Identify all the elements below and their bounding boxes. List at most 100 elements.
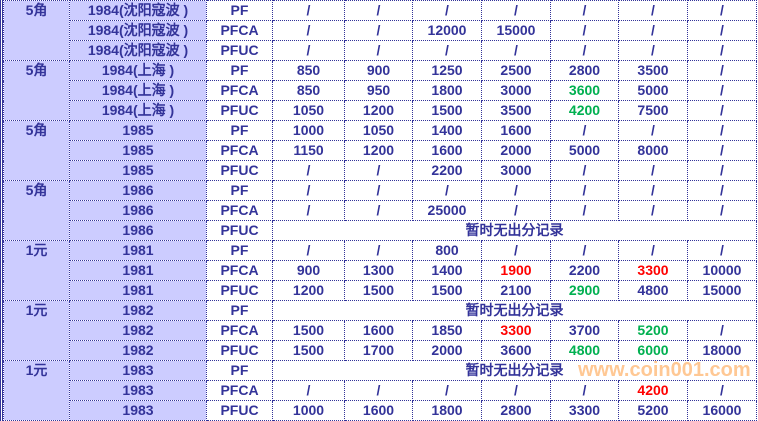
price-cell: 6000 (618, 340, 688, 361)
price-cell: / (272, 160, 345, 181)
grade-type-cell: PFUC (206, 40, 273, 61)
grade-type-cell: PFUC (206, 280, 273, 301)
year-cell: 1985 (69, 160, 207, 181)
price-cell: / (272, 40, 345, 61)
grade-type-cell: PF (206, 60, 273, 81)
price-cell: / (687, 40, 757, 61)
grade-type-cell: PF (206, 180, 273, 201)
price-cell: 4800 (550, 340, 619, 361)
no-record-note: 暂时无出分记录 (272, 220, 757, 241)
price-cell: 3000 (481, 160, 551, 181)
price-cell: 1000 (272, 120, 345, 141)
grade-type-cell: PFCA (206, 80, 273, 101)
price-cell: 1800 (412, 80, 482, 101)
price-cell: 8000 (618, 140, 688, 161)
price-cell: / (481, 180, 551, 201)
price-cell: 850 (272, 80, 345, 101)
year-cell: 1985 (69, 140, 207, 161)
price-cell: / (687, 380, 757, 401)
price-cell: / (687, 60, 757, 81)
price-cell: / (550, 20, 619, 41)
price-cell: 2200 (550, 260, 619, 281)
price-cell: 2000 (481, 140, 551, 161)
grade-type-cell: PFCA (206, 20, 273, 41)
price-cell: 1600 (412, 140, 482, 161)
grade-type-cell: PF (206, 0, 273, 21)
price-cell: / (550, 160, 619, 181)
price-cell: / (550, 180, 619, 201)
table-row: 1984(上海 ) PFUC 1050 1200 1500 3500 4200 7500/ (4, 100, 757, 121)
price-cell: 1600 (481, 120, 551, 141)
price-cell: / (550, 40, 619, 61)
price-cell: 1200 (344, 140, 413, 161)
price-cell: 1500 (412, 100, 482, 121)
price-cell: / (618, 180, 688, 201)
year-cell: 1986 (69, 200, 207, 221)
denomination-cell: 5角 (3, 180, 70, 241)
price-cell: 7500 (618, 100, 688, 121)
price-cell: / (550, 240, 619, 261)
year-cell: 1981 (69, 240, 207, 261)
grade-type-cell: PF (206, 240, 273, 261)
price-cell: / (618, 240, 688, 261)
denomination-cell: 1元 (3, 360, 70, 421)
table-row: 1元 1983 PF 暂时无出分记录 (3, 360, 757, 421)
table-row: 1981 PFCA 900 1300 1400 1900 2200 3300 10000 (4, 260, 757, 281)
table-row: 1983 PFCA / / / //4200/ (4, 380, 757, 401)
price-cell: 1050 (344, 120, 413, 141)
price-cell: / (550, 0, 619, 21)
price-cell: 1050 (272, 100, 345, 121)
grade-type-cell: PFUC (206, 160, 273, 181)
price-cell: 3300 (481, 320, 551, 341)
price-cell: / (481, 40, 551, 61)
price-cell: 2000 (412, 340, 482, 361)
price-cell: / (344, 160, 413, 181)
price-cell: 18000 (687, 340, 757, 361)
price-cell: 1500 (272, 340, 345, 361)
price-cell: 3000 (481, 80, 551, 101)
price-cell: 1500 (412, 280, 482, 301)
price-cell: / (618, 0, 688, 21)
grade-type-cell: PFCA (206, 320, 273, 341)
price-cell: / (550, 200, 619, 221)
grade-type-cell: PF (206, 300, 273, 321)
coin-price-table: 5角 1984(沈阳寇波 ) PF / / / / / //1984(沈阳寇波 ) PFCA //1… (3, 0, 757, 421)
grade-type-cell: PFUC (206, 340, 273, 361)
price-cell: 1500 (344, 280, 413, 301)
price-cell: 3600 (481, 340, 551, 361)
denomination-cell: 5角 (3, 120, 70, 181)
year-cell: 1986 (69, 220, 207, 241)
price-cell: 3500 (481, 100, 551, 121)
price-cell: / (412, 40, 482, 61)
price-cell: / (344, 180, 413, 201)
grade-type-cell: PFUC (206, 400, 273, 421)
price-cell: 5200 (618, 320, 688, 341)
year-cell: 1984(上海 ) (69, 80, 207, 101)
price-cell: 4200 (550, 100, 619, 121)
price-cell: / (618, 160, 688, 181)
price-cell: / (687, 120, 757, 141)
price-cell: 25000 (412, 200, 482, 221)
price-cell: 800 (412, 240, 482, 261)
price-cell: 15000 (687, 280, 757, 301)
price-cell: / (687, 160, 757, 181)
year-cell: 1982 (69, 340, 207, 361)
price-cell: / (344, 200, 413, 221)
year-cell: 1985 (69, 120, 207, 141)
price-cell: 900 (344, 60, 413, 81)
table-body: 5角 1984(沈阳寇波 ) PF / / / / / //1984(沈阳寇波 ) PFCA //1… (3, 0, 757, 421)
grade-type-cell: PF (206, 120, 273, 141)
price-cell: / (687, 240, 757, 261)
table-row: 1984(沈阳寇波 ) PFCA //12000 15000// / (4, 20, 757, 41)
denomination-cell: 1元 (3, 240, 70, 301)
price-cell: / (272, 200, 345, 221)
price-cell: / (481, 240, 551, 261)
price-cell: / (344, 20, 413, 41)
denomination-cell: 1元 (3, 300, 70, 361)
price-cell: 3600 (550, 80, 619, 101)
price-cell: 1200 (272, 280, 345, 301)
year-cell: 1986 (69, 180, 207, 201)
price-cell: 1800 (412, 400, 482, 421)
grade-type-cell: PFCA (206, 260, 273, 281)
year-cell: 1982 (69, 320, 207, 341)
